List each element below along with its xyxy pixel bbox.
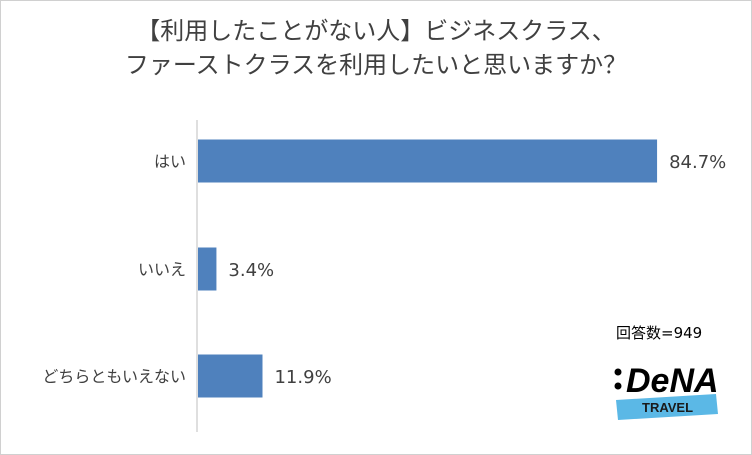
logo-band: [616, 394, 718, 420]
category-label-2: どちらともいえない: [42, 367, 186, 386]
value-label-2: 11.9%: [274, 367, 331, 388]
value-label-0: 84.7%: [669, 152, 726, 173]
category-label-0: はい: [154, 152, 186, 171]
logo-wordmark: DeNA: [626, 362, 719, 400]
chart-title-line-2: ファーストクラスを利用したいと思いますか？: [124, 51, 628, 79]
chart-title: 【利用したことがない人】ビジネスクラス、 ファーストクラスを利用したいと思います…: [0, 14, 752, 82]
logo-dot-bottom: [614, 382, 622, 390]
logo-dot-top: [614, 368, 622, 376]
value-label-1: 3.4%: [228, 260, 274, 281]
category-label-1: いいえ: [138, 260, 186, 279]
bar-2: [198, 354, 263, 398]
respondent-count: 回答数=949: [616, 324, 703, 342]
bar-1: [198, 247, 217, 291]
chart-title-line-1: 【利用したことがない人】ビジネスクラス、: [136, 17, 616, 45]
bar-0: [198, 139, 658, 183]
dena-travel-logo: DeNA TRAVEL: [614, 362, 719, 420]
logo-sub: TRAVEL: [642, 400, 693, 415]
